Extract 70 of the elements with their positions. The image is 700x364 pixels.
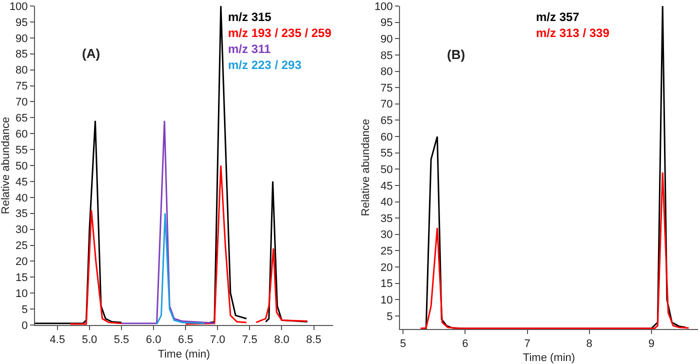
y-tick-label: 85 (16, 48, 28, 61)
y-tick-label: 85 (380, 50, 393, 62)
y-tick-label: 5 (386, 310, 393, 323)
y-tick-label: 80 (380, 66, 393, 78)
y-tick-label: 10 (380, 294, 393, 306)
x-tick-label: 5 (400, 338, 406, 350)
y-axis-title: Relative abundance (0, 116, 12, 214)
y-tick-label: 20 (16, 256, 28, 268)
line-series (420, 172, 690, 329)
line-series (156, 212, 206, 325)
y-tick-label: 0 (22, 320, 28, 332)
x-tick-label: 6.0 (146, 334, 162, 346)
y-tick-label: 40 (16, 192, 28, 204)
y-tick-label: 65 (380, 115, 393, 128)
text: m/z 357 (536, 10, 580, 24)
y-tick-label: 80 (16, 64, 28, 77)
x-tick-label: 6.5 (178, 334, 194, 346)
x-tick-label: 8.0 (274, 334, 290, 346)
x-tick-label: 7 (524, 338, 530, 350)
y-tick-label: 100 (9, 0, 28, 13)
y-axis-title: Relative abundance (360, 118, 372, 216)
x-tick-label: 7.5 (242, 334, 258, 346)
y-tick-label: 60 (16, 128, 28, 140)
y-tick-label: 75 (380, 82, 393, 94)
y-tick-label: 95 (16, 16, 28, 29)
y-tick-label: 50 (16, 160, 28, 172)
x-axis-title: Time (min) (158, 348, 210, 360)
y-tick-label: 65 (16, 112, 28, 124)
x-tick-label: 8 (586, 338, 592, 350)
y-tick-label: 95 (380, 17, 393, 30)
y-tick-label: 45 (380, 180, 393, 192)
y-tick-label: 35 (380, 212, 393, 225)
y-tick-label: 25 (16, 240, 28, 252)
y-tick-label: 10 (16, 288, 28, 300)
y-tick-label: 40 (380, 196, 393, 209)
text: m/z 223 / 293 (228, 58, 302, 72)
x-axis-title: Time (min) (522, 352, 576, 364)
y-tick-label: 90 (16, 32, 28, 45)
y-tick-label: 90 (380, 33, 393, 46)
text: m/z 193 / 235 / 259 (228, 26, 332, 40)
y-tick-label: 45 (16, 176, 28, 188)
y-tick-label: 70 (380, 98, 393, 111)
y-tick-label: 15 (380, 278, 393, 290)
y-tick-label: 75 (16, 80, 28, 93)
x-tick-label: 4.5 (50, 334, 66, 346)
y-tick-label: 50 (380, 164, 393, 176)
y-tick-label: 35 (16, 208, 28, 220)
y-tick-label: 30 (380, 229, 393, 242)
annotation: (A) (82, 46, 100, 61)
y-tick-label: 100 (374, 0, 393, 13)
x-tick-label: 9 (648, 338, 655, 350)
x-tick-label: 6 (462, 338, 468, 350)
text: m/z 311 (228, 42, 272, 56)
line-series (120, 120, 216, 324)
series-label: m/z 315 (228, 10, 272, 24)
y-tick-label: 20 (380, 262, 393, 274)
y-tick-label: 25 (380, 246, 393, 258)
y-tick-label: 5 (22, 304, 28, 316)
x-tick-label: 5.0 (82, 334, 98, 346)
y-tick-label: 55 (380, 148, 393, 160)
x-tick-label: 5.5 (114, 334, 130, 346)
y-tick-label: 15 (16, 272, 28, 284)
text: m/z 313 / 339 (536, 26, 610, 40)
annotation: (B) (447, 47, 466, 62)
y-tick-label: 70 (16, 96, 28, 109)
y-tick-label: 55 (16, 144, 28, 156)
x-tick-label: 8.5 (306, 334, 322, 346)
x-tick-label: 7.0 (210, 334, 226, 346)
y-tick-label: 60 (380, 131, 393, 144)
y-tick-label: 30 (16, 224, 28, 236)
